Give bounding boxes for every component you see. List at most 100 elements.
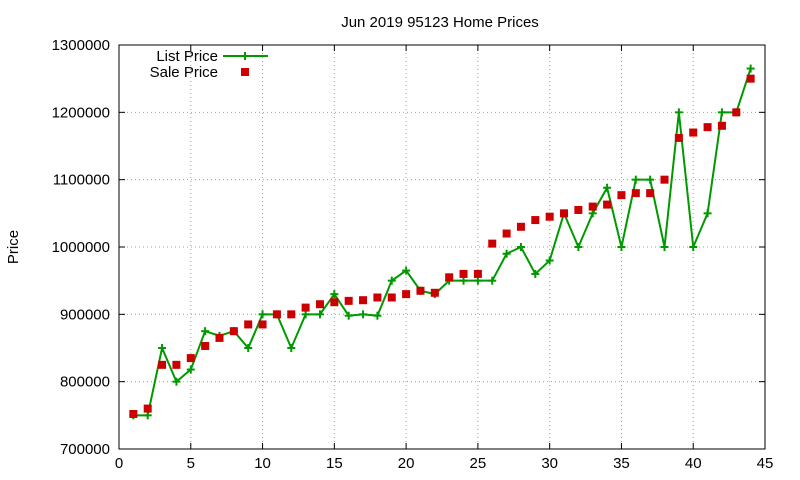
data-point-square [344, 296, 353, 305]
data-point-square [402, 290, 411, 299]
chart-title: Jun 2019 95123 Home Prices [341, 14, 539, 31]
data-point-cross [703, 209, 712, 218]
legend-marker-sale-price [241, 68, 249, 76]
data-point-cross [201, 327, 210, 336]
x-tick-label: 5 [187, 455, 195, 472]
legend-marker-list-price [241, 52, 249, 60]
data-point-square [387, 293, 396, 302]
data-point-square [244, 320, 253, 329]
data-point-square [201, 341, 210, 350]
data-point-cross [531, 269, 540, 278]
data-point-cross [287, 344, 296, 352]
data-point-square [588, 202, 597, 211]
data-point-square [531, 216, 540, 225]
x-tick-label: 15 [326, 455, 343, 472]
data-point-square [143, 404, 152, 413]
data-point-square [703, 123, 712, 132]
data-point-cross [244, 344, 253, 352]
x-tick-label: 45 [757, 455, 774, 472]
axis-ticks: 0 5 10 15 20 25 30 35 40 45 700000 800000 900000 1000… [52, 37, 774, 472]
legend: List Price Sale Price [150, 48, 268, 81]
data-point-square [359, 296, 368, 305]
data-point-cross [646, 175, 655, 184]
data-point-cross [545, 256, 554, 265]
y-tick-label: 800000 [60, 374, 110, 391]
data-point-cross [172, 377, 181, 386]
y-tick-label: 1100000 [53, 172, 110, 189]
series-line [133, 68, 752, 417]
data-point-square [674, 133, 683, 142]
data-point-cross [502, 249, 511, 258]
data-point-cross [516, 243, 525, 251]
data-point-square [617, 191, 626, 200]
data-point-cross [603, 183, 612, 192]
data-point-square [129, 409, 138, 418]
data-point-square [717, 121, 726, 130]
data-point-square [445, 273, 454, 282]
data-point-cross [359, 310, 368, 319]
data-point-square [473, 269, 482, 278]
data-point-cross [631, 175, 640, 184]
data-point-cross [746, 64, 755, 73]
data-point-cross [387, 276, 396, 285]
data-point-square [158, 360, 167, 369]
data-point-cross [717, 108, 726, 117]
data-point-square [545, 212, 554, 221]
data-point-square [172, 360, 181, 369]
data-point-square [416, 286, 425, 295]
data-point-square [258, 320, 267, 329]
x-tick-label: 0 [115, 455, 123, 472]
data-point-cross [186, 365, 195, 374]
data-point-cross [344, 311, 353, 320]
y-tick-label: 1300000 [52, 37, 110, 54]
data-point-cross [617, 243, 626, 251]
y-axis-label: Price [5, 230, 22, 264]
data-point-cross [574, 243, 583, 251]
data-point-square [301, 303, 310, 312]
x-tick-label: 30 [541, 455, 558, 472]
x-tick-label: 35 [613, 455, 630, 472]
data-point-square [646, 189, 655, 198]
legend-label-sale-price: Sale Price [150, 64, 218, 81]
data-point-square [215, 333, 224, 342]
data-point-cross [330, 290, 339, 299]
data-point-cross [258, 310, 267, 319]
grid-lines [119, 45, 765, 449]
data-point-square [315, 300, 324, 309]
data-point-square [603, 200, 612, 209]
data-point-square [330, 298, 339, 307]
series-sale-price [129, 74, 755, 418]
data-point-square [488, 239, 497, 248]
data-point-cross [588, 209, 597, 218]
data-point-cross [674, 108, 683, 117]
y-tick-label: 1200000 [52, 104, 110, 121]
legend-label-list-price: List Price [156, 48, 218, 65]
data-point-square [272, 310, 281, 319]
series-layer [129, 64, 755, 420]
data-point-cross [301, 310, 310, 319]
y-tick-label: 1000000 [52, 239, 110, 256]
data-point-cross [473, 276, 482, 285]
data-point-cross [689, 243, 698, 251]
y-tick-label: 700000 [60, 441, 110, 458]
x-tick-label: 20 [398, 455, 415, 472]
series-list-price [129, 64, 755, 420]
x-tick-label: 25 [470, 455, 487, 472]
data-point-cross [158, 344, 167, 352]
data-point-cross [315, 310, 324, 319]
data-point-square [516, 222, 525, 231]
x-tick-label: 10 [254, 455, 271, 472]
data-point-cross [143, 411, 152, 420]
data-point-square [430, 288, 439, 297]
data-point-square [229, 327, 238, 336]
data-point-cross [488, 276, 497, 285]
data-point-cross [459, 276, 468, 285]
data-point-square [574, 205, 583, 214]
data-point-square [502, 229, 511, 238]
data-point-square [631, 189, 640, 198]
data-point-square [732, 108, 741, 117]
data-point-square [373, 293, 382, 302]
data-point-square [287, 310, 296, 319]
x-tick-label: 40 [685, 455, 702, 472]
